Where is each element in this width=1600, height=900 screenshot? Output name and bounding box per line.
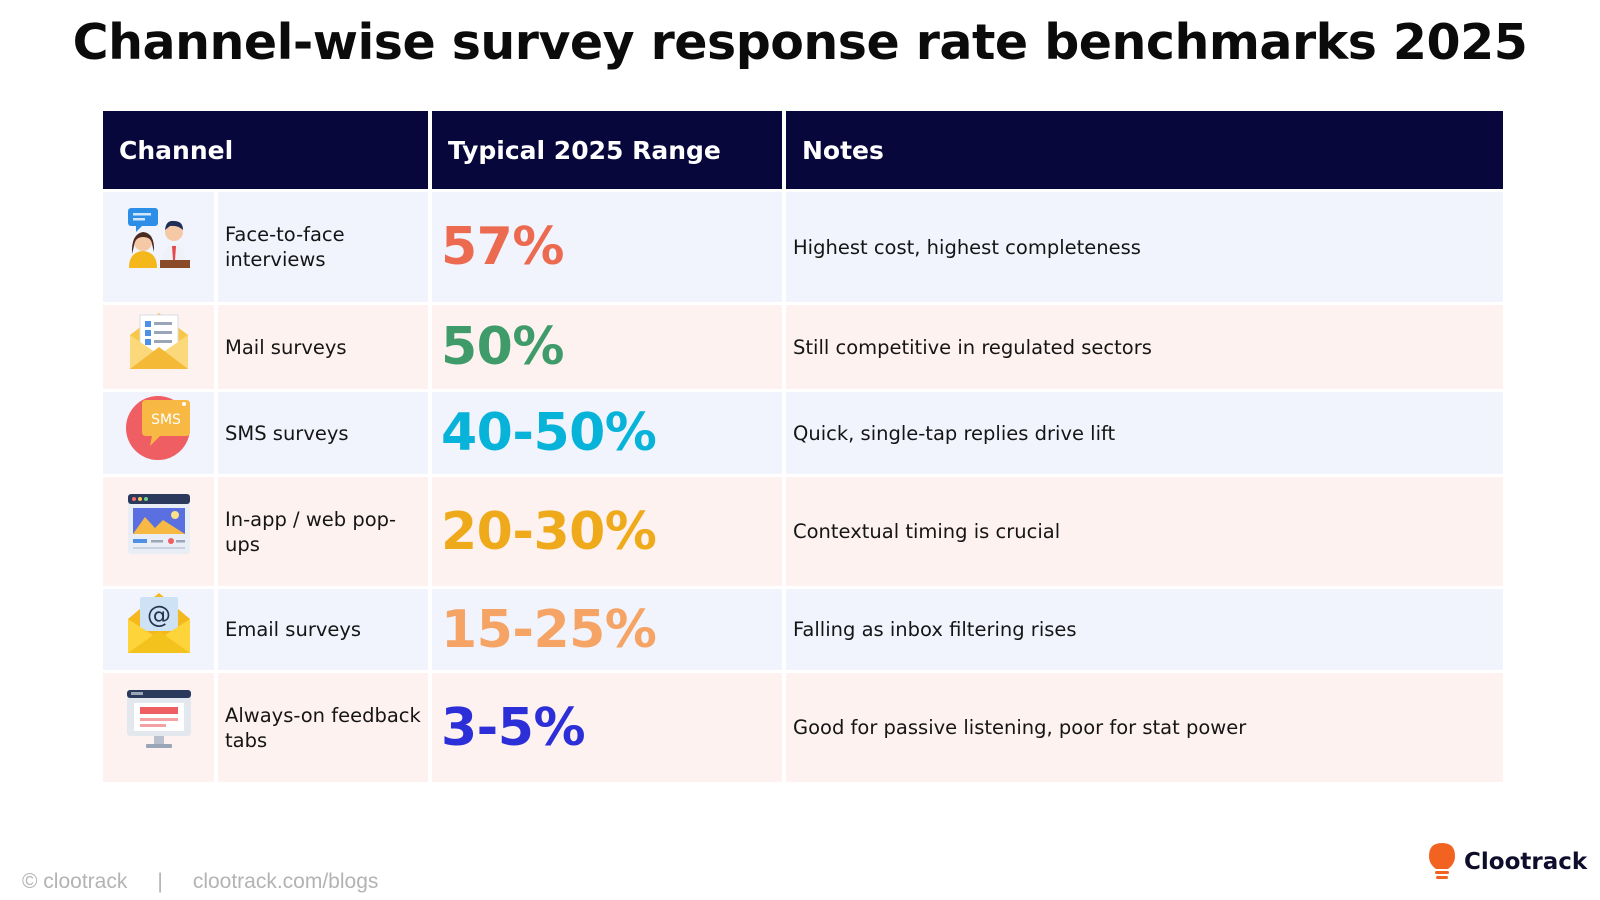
note-text: Still competitive in regulated sectors [786, 305, 1503, 389]
range-value: 50% [432, 305, 782, 389]
channel-label: Face-to-face interviews [218, 192, 428, 302]
table-row: Always-on feedback tabs 3-5% Good for pa… [103, 673, 1503, 782]
range-value: 57% [432, 192, 782, 302]
header-channel: Channel [103, 111, 428, 189]
benchmark-table: Channel Typical 2025 Range Notes Face-to… [103, 111, 1503, 782]
channel-label: Always-on feedback tabs [218, 673, 428, 782]
table-row: Face-to-face interviews 57% Highest cost… [103, 192, 1503, 302]
note-text: Contextual timing is crucial [786, 477, 1503, 586]
face-to-face-interview-icon [127, 208, 190, 268]
table-row: In-app / web pop-ups 20-30% Contextual t… [103, 477, 1503, 586]
range-value: 40-50% [432, 392, 782, 474]
svg-text:@: @ [147, 601, 171, 629]
lightbulb-logo-icon [1429, 843, 1455, 879]
note-text: Good for passive listening, poor for sta… [786, 673, 1503, 782]
footer: © clootrack | clootrack.com/blogs [22, 870, 378, 894]
mail-envelope-icon [129, 313, 188, 369]
channel-label: Email surveys [218, 589, 428, 670]
table-row: SMS SMS surveys 40-50% Quick, single-tap… [103, 392, 1503, 474]
sms-bubble-icon: SMS [125, 396, 190, 460]
note-text: Quick, single-tap replies drive lift [786, 392, 1503, 474]
table-header: Channel Typical 2025 Range Notes [103, 111, 1503, 189]
range-value: 15-25% [432, 589, 782, 670]
page-title: Channel-wise survey response rate benchm… [72, 14, 1528, 71]
browser-window-icon [127, 494, 190, 554]
table-row: @ Email surveys 15-25% Falling as inbox … [103, 589, 1503, 670]
header-range: Typical 2025 Range [432, 111, 782, 189]
email-envelope-icon: @ [127, 593, 190, 653]
svg-text:SMS: SMS [151, 412, 181, 428]
footer-separator: | [157, 870, 163, 893]
header-notes: Notes [786, 111, 1503, 189]
channel-label: Mail surveys [218, 305, 428, 389]
note-text: Highest cost, highest completeness [786, 192, 1503, 302]
table-row: Mail surveys 50% Still competitive in re… [103, 305, 1503, 389]
monitor-icon [126, 690, 191, 748]
logo-text: Clootrack [1464, 849, 1588, 875]
note-text: Falling as inbox filtering rises [786, 589, 1503, 670]
channel-label: SMS surveys [218, 392, 428, 474]
clootrack-logo: Clootrack [1428, 842, 1587, 882]
footer-copyright: © clootrack [22, 870, 128, 893]
range-value: 3-5% [432, 673, 782, 782]
channel-label: In-app / web pop-ups [218, 477, 428, 586]
range-value: 20-30% [432, 477, 782, 586]
footer-url[interactable]: clootrack.com/blogs [192, 870, 379, 893]
